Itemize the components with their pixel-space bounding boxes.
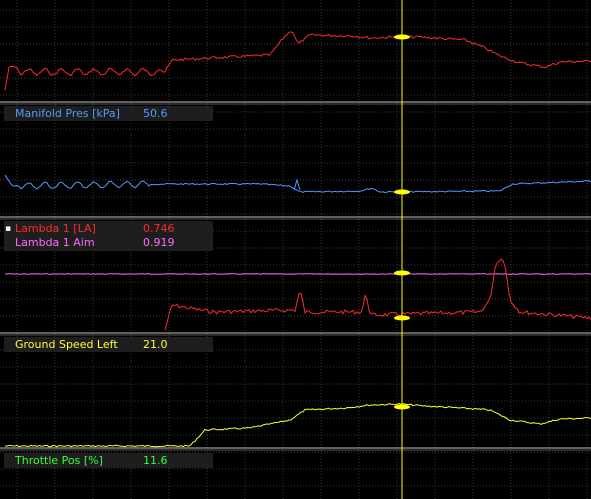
ground-speed-label[interactable]: Ground Speed Left [15,338,118,351]
throttle-pos-value: 11.6 [143,454,168,467]
manifold-pres-label[interactable]: Manifold Pres [kPa] [15,107,120,120]
cursor-marker [394,189,410,195]
cursor-markers [394,34,410,410]
cursor-marker [394,34,410,40]
cursor-marker [394,270,410,276]
ground-speed-trace [4,402,591,448]
lambda-1-label[interactable]: Lambda 1 [LA] [15,222,96,235]
throttle-pos-label[interactable]: Throttle Pos [%] [15,454,103,467]
lambda-1-aim-value: 0.919 [143,236,175,249]
manifold-label-box [4,106,213,121]
manifold-pres-trace [4,174,591,194]
ground-speed-label-box [4,337,213,352]
throttle-label-box [4,453,213,468]
ground-speed-value: 21.0 [143,338,168,351]
pane-separators [0,101,591,451]
manifold-pres-value: 50.6 [143,107,168,120]
cursor-marker [394,404,410,410]
manifold-spike [293,178,301,191]
channel-traces [4,31,591,448]
lambda-selected-marker: ▪ [5,224,12,234]
rpm-trace [4,31,591,91]
lambda-label-box [4,221,213,251]
lambda-1-value: 0.746 [143,222,175,235]
lambda-trace [164,258,591,331]
lambda-aim-trace [5,273,591,275]
cursor-marker [394,315,410,321]
lambda-1-aim-label[interactable]: Lambda 1 Aim [15,236,95,249]
